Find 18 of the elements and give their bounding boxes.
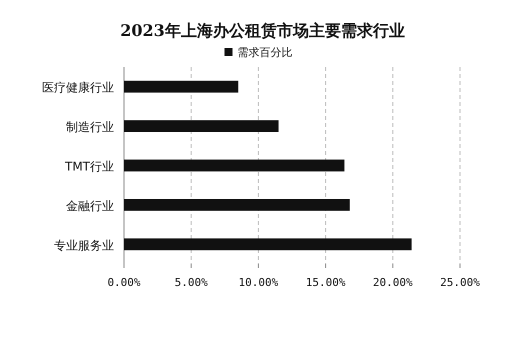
bar [124,238,412,250]
x-tick-label: 10.00% [238,276,279,289]
x-tick-label: 20.00% [372,276,414,289]
y-tick-label: 制造行业 [66,120,114,134]
x-tick-label: 5.00% [174,276,208,289]
x-tick-label: 25.00% [440,276,480,289]
bar [124,160,344,172]
y-tick-label: TMT行业 [64,160,114,174]
legend-label: 需求百分比 [238,46,292,59]
x-tick-label: 0.00% [107,276,141,289]
y-tick-label: 金融行业 [66,198,114,213]
chart-title: 2023年上海办公租赁市场主要需求行业 [120,21,405,40]
y-tick-label: 专业服务业 [54,238,114,252]
bar [124,120,279,132]
bar [124,80,238,93]
x-tick-label: 15.00% [306,276,346,289]
bar [124,198,350,211]
y-tick-label: 医疗健康行业 [42,80,114,95]
